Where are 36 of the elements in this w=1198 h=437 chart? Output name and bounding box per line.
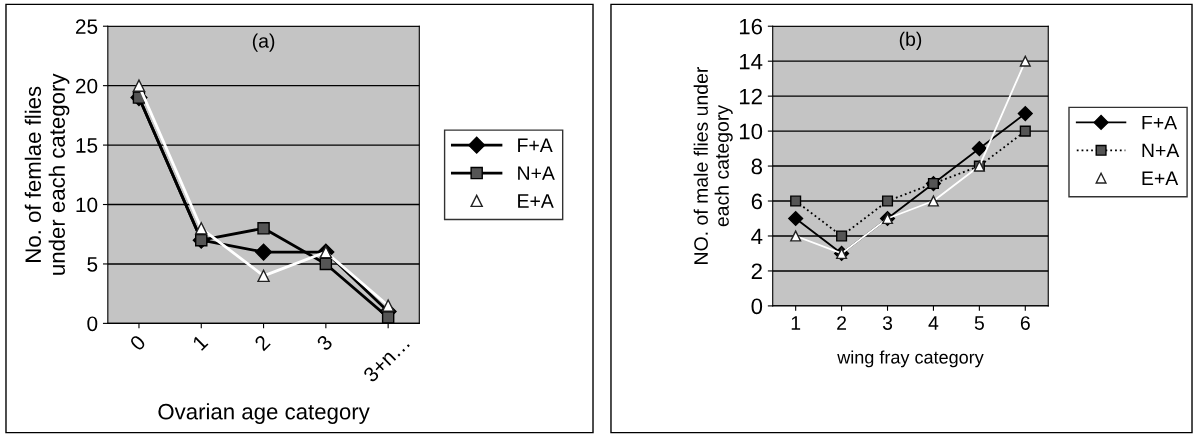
y-tick-label: 8: [751, 158, 763, 175]
legend-label: F+A: [1142, 115, 1178, 130]
y-tick-label: 2: [751, 263, 762, 279]
x-tick-label: 3: [315, 334, 334, 352]
chart-title: (a): [252, 33, 275, 52]
legend-label: E+A: [1142, 171, 1179, 185]
y-tick-label: 25: [75, 19, 98, 34]
chart-title: (b): [899, 31, 922, 50]
legend-label: N+A: [518, 166, 555, 180]
x-tick-label: 3: [882, 316, 893, 330]
legend-label: E+A: [518, 194, 554, 208]
y-axis-title: No. of femlae flies under each category: [24, 73, 70, 275]
y-tick-label: 10: [739, 123, 763, 140]
y-tick-label: 10: [76, 197, 98, 213]
y-tick-label: 6: [751, 193, 763, 210]
x-tick-label: 1: [791, 316, 801, 330]
y-tick-label: 20: [75, 78, 98, 94]
y-axis-title: NO. of male flies under each category: [693, 66, 733, 264]
x-tick-label: 4: [928, 316, 939, 330]
x-tick-label: 5: [974, 316, 984, 330]
x-axis-title: wing fray category: [837, 350, 984, 368]
y-tick-label: 5: [87, 257, 98, 272]
y-tick-label: 15: [76, 138, 98, 153]
y-tick-label: 0: [751, 298, 763, 315]
x-tick-label: 0: [128, 334, 147, 352]
legend-label: F+A: [518, 138, 553, 152]
y-tick-label: 12: [739, 88, 762, 105]
legend-label: N+A: [1142, 143, 1180, 158]
x-tick-label: 2: [837, 316, 847, 330]
x-tick-label: 6: [1020, 316, 1030, 330]
x-tick-label: 1: [191, 334, 209, 351]
x-axis-title: Ovarian age category: [158, 403, 370, 424]
y-tick-label: 14: [739, 53, 763, 70]
y-tick-label: 16: [739, 18, 763, 35]
y-tick-label: 4: [751, 228, 763, 245]
x-tick-label: 2: [253, 334, 271, 352]
